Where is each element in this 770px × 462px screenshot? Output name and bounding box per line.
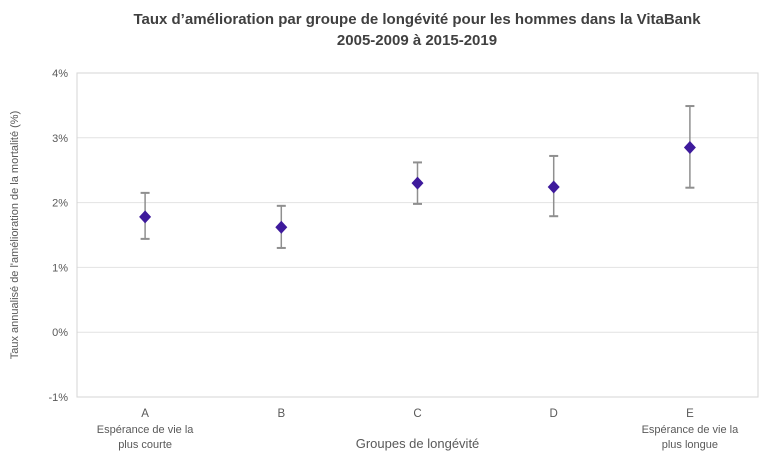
- y-tick-label: 2%: [52, 198, 68, 210]
- chart-title: Taux d’amélioration par groupe de longév…: [64, 9, 770, 51]
- x-category-sublabel-A-line1: Espérance de vie la: [97, 424, 194, 436]
- x-category-sublabel-E-line1: Espérance de vie la: [642, 424, 739, 436]
- data-point-E: [683, 141, 696, 155]
- chart-title-line2: 2005-2009 à 2015-2019: [336, 32, 498, 49]
- x-category-label-B: B: [277, 408, 285, 420]
- y-tick-label: 4%: [52, 68, 68, 80]
- data-point-B: [275, 220, 288, 234]
- data-point-C: [411, 176, 424, 190]
- x-category-label-E: E: [686, 408, 694, 420]
- x-category-sublabel-E-line2: plus longue: [662, 439, 718, 451]
- y-tick-label: 0%: [52, 327, 68, 339]
- y-axis-title: Taux annualisé de l'amélioration de la m…: [9, 111, 21, 360]
- y-tick-label: 1%: [52, 262, 68, 274]
- plot-border: [76, 72, 759, 398]
- x-category-label-D: D: [550, 408, 558, 420]
- y-tick-label: -1%: [48, 392, 68, 404]
- x-category-label-C: C: [413, 408, 421, 420]
- data-point-A: [139, 210, 152, 224]
- x-axis-title: Groupes de longévité: [356, 436, 480, 451]
- x-category-label-A: A: [141, 408, 149, 420]
- data-point-D: [547, 180, 560, 194]
- y-tick-label: 3%: [52, 133, 68, 145]
- chart-title-line1: Taux d’amélioration par groupe de longév…: [133, 11, 701, 28]
- x-category-sublabel-A-line2: plus courte: [118, 439, 172, 451]
